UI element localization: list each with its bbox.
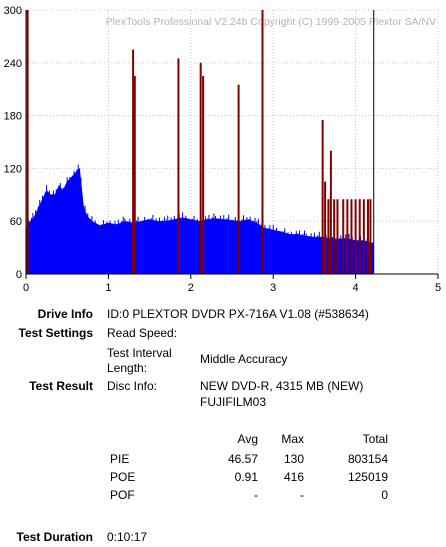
pof-max: - <box>300 488 304 502</box>
test-interval-value: Middle Accuracy <box>200 352 288 366</box>
x-tick-label: 3 <box>270 282 276 294</box>
test-interval-label-line1: Test Interval <box>107 346 172 360</box>
poe-total: 125019 <box>347 470 388 484</box>
test-result-label: Test Result <box>29 379 93 393</box>
y-tick-label: 0 <box>16 269 22 281</box>
x-tick-label: 4 <box>353 282 359 294</box>
avg-header: Avg <box>237 432 258 446</box>
read-speed-label: Read Speed: <box>107 326 178 340</box>
x-tick-label: 5 <box>435 282 441 294</box>
pie-row-name: PIE <box>110 452 130 466</box>
pof-avg: - <box>254 488 258 502</box>
total-header: Total <box>362 432 388 446</box>
poe-row-name: POE <box>110 470 136 484</box>
poe-max: 416 <box>283 470 304 484</box>
disc-info-label: Disc Info: <box>107 379 158 393</box>
pie-avg: 46.57 <box>227 452 258 466</box>
disc-info-value-line2: FUJIFILM03 <box>200 395 267 409</box>
drive-info-label: Drive Info <box>37 307 93 321</box>
y-tick-label: 180 <box>4 111 22 123</box>
x-tick-label: 0 <box>23 282 29 294</box>
pie-total: 803154 <box>347 452 388 466</box>
test-settings-label: Test Settings <box>18 326 93 340</box>
pie-max: 130 <box>283 452 304 466</box>
disc-info-value-line1: NEW DVD-R, 4315 MB (NEW) <box>200 379 364 393</box>
pof-total: 0 <box>381 488 388 502</box>
y-tick-label: 60 <box>10 216 22 228</box>
pof-row-name: POF <box>110 488 135 502</box>
chart-title: PlexTools Professional V2.24b Copyright … <box>106 16 436 28</box>
max-header: Max <box>281 432 304 446</box>
drive-info-value: ID:0 PLEXTOR DVDR PX-716A V1.08 (#538634… <box>107 307 369 321</box>
y-tick-label: 240 <box>4 58 22 70</box>
test-duration-value: 0:10:17 <box>107 530 148 544</box>
x-tick-label: 2 <box>188 282 194 294</box>
pie-poe-chart: 0 60 120 180 240 300 0 1 2 3 4 5 PlexTools Professio… <box>4 5 441 294</box>
y-tick-label: 300 <box>4 5 22 17</box>
y-tick-label: 120 <box>4 163 22 175</box>
test-duration-label: Test Duration <box>16 530 93 544</box>
poe-avg: 0.91 <box>234 470 258 484</box>
test-interval-label-line2: Length: <box>107 361 148 375</box>
x-tick-label: 1 <box>105 282 111 294</box>
